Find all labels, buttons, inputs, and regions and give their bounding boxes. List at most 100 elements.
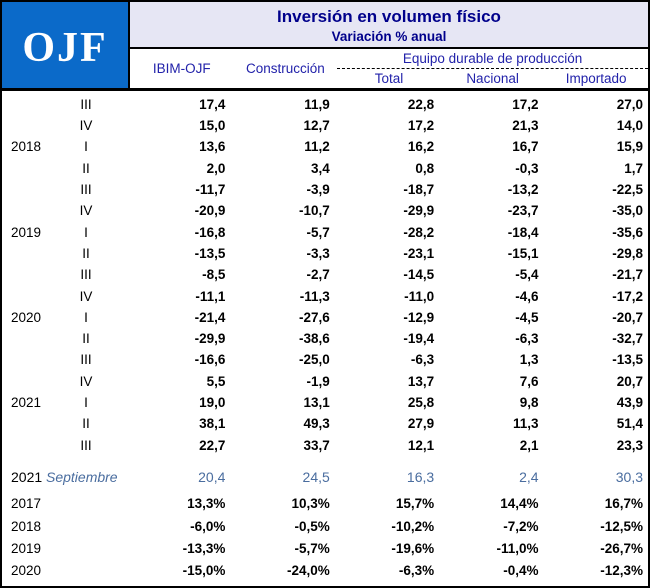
value-cell: 16,7%	[604, 496, 643, 512]
year-label: 2020	[11, 309, 42, 325]
year-label	[2, 200, 46, 221]
year-label: 2021	[11, 395, 42, 411]
title-block: Inversión en volumen físico Variación % …	[130, 2, 648, 49]
value-cell: 27,0	[616, 96, 643, 112]
year-label: 2018	[11, 139, 42, 155]
value-cell: -12,9	[403, 309, 435, 325]
quarter-label: II	[82, 245, 90, 261]
value-cell: 19,0	[199, 395, 226, 411]
month-label: Septiembre	[46, 469, 118, 486]
year-label	[2, 435, 46, 456]
quarter-label: I	[84, 224, 88, 240]
value-cell: -13,5	[612, 352, 643, 368]
value-cell: 2,0	[206, 160, 226, 176]
value-cell: -3,3	[306, 245, 330, 261]
value-cell: 27,9	[407, 416, 435, 432]
value-cell: -2,7	[306, 267, 330, 283]
value-cell: -7,2%	[503, 518, 539, 534]
value-cell: -21,4	[194, 309, 226, 325]
monthly-section: 2021 Septiembre 20,4 24,5 16,3 2,4 30,3	[2, 465, 648, 489]
quarterly-row: III -11,7 -3,9 -18,7 -13,2 -22,5	[2, 179, 648, 200]
value-cell: -23,7	[507, 203, 539, 219]
quarter-label: III	[80, 267, 92, 283]
value-cell: -13,5	[194, 245, 226, 261]
value-cell: 5,5	[206, 373, 226, 389]
year-label: 2018	[11, 518, 42, 534]
value-cell: -0,3	[515, 160, 539, 176]
value-cell: -13,3%	[182, 541, 226, 557]
value-cell: -14,5	[403, 267, 435, 283]
value-cell: -24,0%	[287, 563, 330, 579]
value-cell: 3,4	[311, 160, 330, 176]
year-label	[2, 264, 46, 285]
empty-cell	[46, 493, 126, 515]
table-subtitle: Variación % anual	[331, 29, 447, 44]
quarterly-row: IV 5,5 -1,9 13,7 7,6 20,7	[2, 371, 648, 392]
quarterly-row: 2020 I -21,4 -27,6 -12,9 -4,5 -20,7	[2, 307, 648, 328]
value-cell: -13,2	[507, 182, 539, 198]
quarterly-row: III -16,6 -25,0 -6,3 1,3 -13,5	[2, 350, 648, 371]
quarterly-row: IV 15,0 12,7 17,2 21,3 14,0	[2, 115, 648, 136]
value-cell: 51,4	[616, 416, 643, 432]
quarter-label: II	[82, 416, 90, 432]
sub-column-headers: Total Nacional Importado	[337, 69, 648, 88]
value-cell: 2,4	[519, 469, 539, 486]
value-cell: 22,8	[407, 96, 435, 112]
value-cell: -35,6	[612, 224, 643, 240]
value-cell: -29,9	[194, 331, 226, 347]
value-cell: -15,1	[507, 245, 539, 261]
value-cell: 9,8	[519, 395, 539, 411]
value-cell: -19,4	[403, 331, 435, 347]
quarterly-section: III 17,4 11,9 22,8 17,2 27,0 IV 15,0 12,7 17,2 21,…	[2, 94, 648, 456]
quarter-label: III	[80, 352, 92, 368]
quarterly-row: III -8,5 -2,7 -14,5 -5,4 -21,7	[2, 264, 648, 285]
quarterly-row: 2021 I 19,0 13,1 25,8 9,8 43,9	[2, 392, 648, 413]
value-cell: -11,0	[404, 288, 435, 304]
annual-row: 2018 -6,0% -0,5% -10,2% -7,2% -12,5%	[2, 515, 648, 537]
year-label	[2, 179, 46, 200]
quarter-label: II	[82, 331, 90, 347]
value-cell: 13,7	[407, 373, 435, 389]
value-cell: 0,8	[415, 160, 435, 176]
data-table: III 17,4 11,9 22,8 17,2 27,0 IV 15,0 12,7 17,2 21,…	[2, 94, 648, 582]
value-cell: -27,6	[299, 309, 330, 325]
quarterly-row: 2018 I 13,6 11,2 16,2 16,7 15,9	[2, 137, 648, 158]
value-cell: -38,6	[299, 331, 330, 347]
value-cell: 7,6	[519, 373, 539, 389]
value-cell: 13,1	[303, 395, 330, 411]
section-spacer	[2, 456, 648, 465]
value-cell: 11,9	[304, 96, 330, 112]
value-cell: -4,6	[515, 288, 539, 304]
value-cell: -0,5%	[294, 518, 330, 534]
value-cell: 43,9	[616, 395, 643, 411]
value-cell: -0,4%	[503, 563, 539, 579]
value-cell: 17,4	[199, 96, 226, 112]
value-cell: -6,3	[410, 352, 435, 368]
ojf-logo-text: OJF	[22, 25, 108, 71]
value-cell: -5,7	[306, 224, 330, 240]
value-cell: -1,9	[306, 373, 330, 389]
quarterly-row: III 22,7 33,7 12,1 2,1 23,3	[2, 435, 648, 456]
value-cell: 49,3	[303, 416, 330, 432]
value-cell: -6,3%	[398, 563, 435, 579]
annual-row: 2017 13,3% 10,3% 15,7% 14,4% 16,7%	[2, 493, 648, 515]
value-cell: 23,3	[616, 437, 643, 453]
column-header-importado: Importado	[565, 71, 627, 86]
value-cell: -18,7	[403, 182, 435, 198]
value-cell: 12,1	[407, 437, 435, 453]
value-cell: -32,7	[612, 331, 643, 347]
year-label	[2, 371, 46, 392]
quarter-label: I	[84, 139, 88, 155]
column-group-equipo-durable: Equipo durable de producción Total Nacio…	[337, 49, 648, 88]
column-header-ibim-ojf: IBIM-OJF	[152, 61, 211, 76]
column-headers: IBIM-OJF Construcción Equipo durable de …	[130, 49, 648, 88]
value-cell: -11,3	[299, 288, 330, 304]
quarter-label: IV	[79, 288, 93, 304]
annual-section: 2017 13,3% 10,3% 15,7% 14,4% 16,7% 2018 -6,0% -0…	[2, 493, 648, 582]
quarter-label: III	[80, 182, 92, 198]
value-cell: -15,0%	[182, 563, 226, 579]
value-cell: 13,3%	[187, 496, 226, 512]
value-cell: -10,7	[299, 203, 330, 219]
empty-cell	[46, 560, 126, 582]
year-label	[2, 286, 46, 307]
